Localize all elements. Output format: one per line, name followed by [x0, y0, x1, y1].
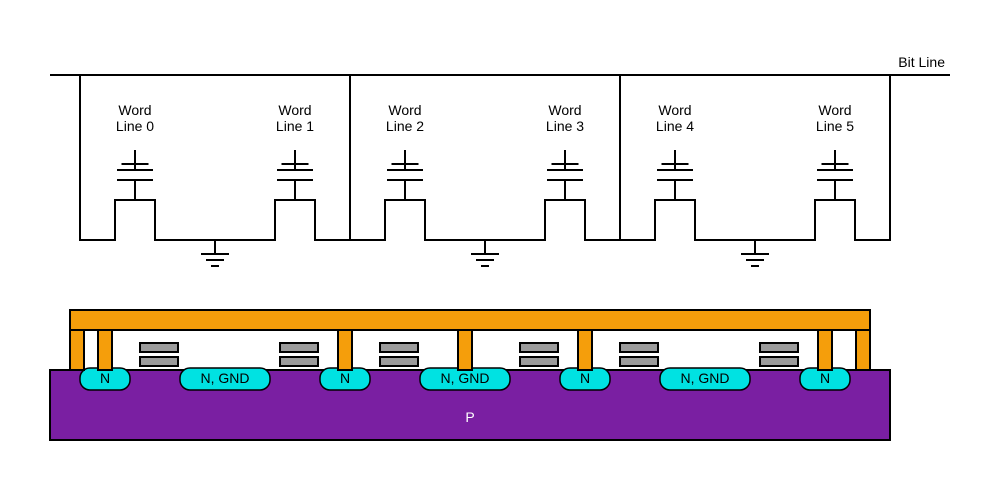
n-region-label-2: N: [340, 370, 350, 386]
gate-stack-0: [140, 357, 178, 366]
gate-stack-5: [760, 357, 798, 366]
metal-post-0: [98, 330, 112, 370]
n-region-label-4: N: [580, 370, 590, 386]
wordline-label-0: WordLine 0: [116, 102, 154, 134]
n-region-label-1: N, GND: [201, 370, 250, 386]
n-region-label-3: N, GND: [441, 370, 490, 386]
metal-edge-post-0: [70, 330, 84, 370]
n-region-label-5: N, GND: [681, 370, 730, 386]
bitline-label: Bit Line: [898, 54, 945, 70]
substrate-label: P: [465, 409, 474, 425]
gate-stack-1: [280, 357, 318, 366]
gate-stack-2: [380, 357, 418, 366]
nand-flash-diagram: Bit Line WordLine 0 WordLine 1 WordLine 2 Wo…: [0, 0, 1000, 500]
gate-stack-4: [620, 357, 658, 366]
metal-post-1: [338, 330, 352, 370]
wordline-label-5: WordLine 5: [816, 102, 854, 134]
metal-post-3: [578, 330, 592, 370]
n-region-label-0: N: [100, 370, 110, 386]
metal-edge-post-1: [856, 330, 870, 370]
metal-post-2: [458, 330, 472, 370]
wordline-label-1: WordLine 1: [276, 102, 314, 134]
metal-bitline-bar: [70, 310, 870, 330]
wordline-label-3: WordLine 3: [546, 102, 584, 134]
n-region-label-6: N: [820, 370, 830, 386]
wordline-label-2: WordLine 2: [386, 102, 424, 134]
metal-post-4: [818, 330, 832, 370]
gate-stack-3: [520, 357, 558, 366]
wordline-label-4: WordLine 4: [656, 102, 694, 134]
